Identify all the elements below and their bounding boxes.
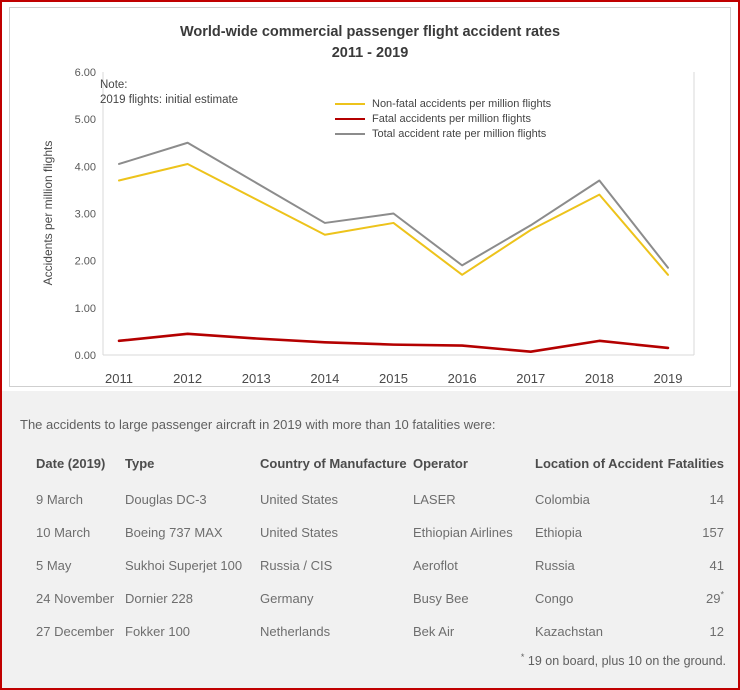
y-tick-label: 1.00 bbox=[75, 303, 96, 315]
column-header: Fatalities bbox=[667, 456, 724, 471]
chart-title-line1: World-wide commercial passenger flight a… bbox=[179, 24, 561, 40]
chart-title-line2: 2011 - 2019 bbox=[331, 45, 409, 61]
column-header: Operator bbox=[413, 456, 468, 471]
x-tick-label: 2017 bbox=[516, 371, 545, 386]
x-tick-label: 2018 bbox=[585, 371, 614, 386]
table-row: 27 December Fokker 100 Netherlands Bek Air K… bbox=[36, 615, 724, 648]
cell-date: 10 March bbox=[36, 525, 91, 540]
footnote-marker: * bbox=[720, 589, 724, 600]
cell-fatalities: 14 bbox=[709, 492, 724, 507]
y-tick-label: 0.00 bbox=[75, 350, 96, 362]
x-tick-label: 2013 bbox=[242, 371, 271, 386]
cell-location: Colombia bbox=[535, 492, 590, 507]
cell-type: Sukhoi Superjet 100 bbox=[125, 558, 243, 573]
footnote-marker: * bbox=[520, 651, 525, 662]
x-tick-label: 2015 bbox=[379, 371, 408, 386]
accident-rates-line-chart: 0.00 1.00 2.00 3.00 4.00 5.00 6.00 2011 2012 2013… bbox=[75, 67, 695, 386]
table-row: 9 March Douglas DC-3 United States LASER Col… bbox=[36, 483, 724, 516]
cell-operator: Aeroflot bbox=[413, 558, 458, 573]
cell-country: Netherlands bbox=[260, 624, 331, 639]
cell-country: Germany bbox=[260, 591, 314, 606]
table-row: 5 May Sukhoi Superjet 100 Russia / CIS Aero… bbox=[36, 549, 724, 582]
cell-date: 27 December bbox=[36, 624, 115, 639]
cell-fatalities: 41 bbox=[709, 558, 724, 573]
cell-country: Russia / CIS bbox=[260, 558, 333, 573]
chart-note: Note: 2019 flights: initial estimate bbox=[100, 78, 238, 108]
legend-swatch-icon bbox=[335, 132, 365, 135]
series-line-2 bbox=[118, 141, 669, 269]
column-header: Location of Accident bbox=[535, 456, 664, 471]
column-header: Country of Manufacture bbox=[260, 456, 407, 471]
table-row: 24 November Dornier 228 Germany Busy Bee Con… bbox=[36, 582, 724, 615]
chart-panel: World-wide commercial passenger flight a… bbox=[9, 7, 731, 387]
cell-type: Dornier 228 bbox=[125, 591, 193, 606]
cell-country: United States bbox=[260, 492, 339, 507]
y-tick-label: 5.00 bbox=[75, 114, 96, 126]
series-line-1 bbox=[117, 332, 670, 353]
cell-operator: LASER bbox=[413, 492, 456, 507]
column-header: Type bbox=[125, 456, 155, 471]
column-header: Date (2019) bbox=[36, 456, 106, 471]
legend-item: Total accident rate per million flights bbox=[335, 126, 551, 141]
y-tick-label: 2.00 bbox=[75, 256, 96, 268]
series-line-0 bbox=[118, 162, 669, 276]
chart-legend: Non-fatal accidents per million flights F… bbox=[335, 96, 551, 141]
cell-type: Boeing 737 MAX bbox=[125, 525, 223, 540]
cell-country: United States bbox=[260, 525, 339, 540]
cell-location: Congo bbox=[535, 591, 574, 606]
chart-title: World-wide commercial passenger flight a… bbox=[10, 8, 730, 64]
legend-label: Fatal accidents per million flights bbox=[372, 112, 531, 125]
x-tick-label: 2019 bbox=[654, 371, 683, 386]
table-footnote: * 19 on board, plus 10 on the ground. bbox=[20, 651, 726, 668]
chart-note-line2: 2019 flights: initial estimate bbox=[100, 94, 239, 106]
cell-location: Ethiopia bbox=[535, 525, 582, 540]
legend-label: Total accident rate per million flights bbox=[372, 127, 547, 140]
x-tick-label: 2014 bbox=[310, 371, 339, 386]
legend-item: Fatal accidents per million flights bbox=[335, 111, 551, 126]
cell-location: Russia bbox=[535, 558, 575, 573]
cell-type: Fokker 100 bbox=[125, 624, 191, 639]
accidents-table: Date (2019) Type Country of Manufacture Ope… bbox=[36, 452, 724, 648]
legend-item: Non-fatal accidents per million flights bbox=[335, 96, 551, 111]
legend-swatch-icon bbox=[335, 102, 365, 105]
cell-date: 9 March bbox=[36, 492, 83, 507]
cell-date: 5 May bbox=[36, 558, 72, 573]
cell-fatalities: 157 bbox=[702, 525, 724, 540]
cell-fatalities: 29* bbox=[706, 589, 724, 606]
cell-operator: Busy Bee bbox=[413, 591, 469, 606]
y-axis-title: Accidents per million flights bbox=[41, 140, 55, 286]
x-tick-label: 2011 bbox=[105, 371, 133, 386]
legend-label: Non-fatal accidents per million flights bbox=[372, 97, 552, 110]
cell-location: Kazachstan bbox=[535, 624, 603, 639]
chart-note-line1: Note: bbox=[100, 79, 128, 91]
cell-type: Douglas DC-3 bbox=[125, 492, 207, 507]
footnote-text: 19 on board, plus 10 on the ground. bbox=[527, 654, 726, 668]
cell-operator: Bek Air bbox=[413, 624, 455, 639]
cell-operator: Ethiopian Airlines bbox=[413, 525, 513, 540]
cell-fatalities: 12 bbox=[709, 624, 724, 639]
table-intro-text: The accidents to large passenger aircraf… bbox=[20, 417, 496, 432]
table-header-row: Date (2019) Type Country of Manufacture Ope… bbox=[36, 452, 724, 483]
y-tick-label: 6.00 bbox=[75, 67, 96, 79]
table-row: 10 March Boeing 737 MAX United States Ethio… bbox=[36, 516, 724, 549]
legend-swatch-icon bbox=[335, 117, 365, 120]
y-tick-label: 4.00 bbox=[75, 161, 96, 173]
x-tick-label: 2012 bbox=[173, 371, 202, 386]
accidents-table-section: The accidents to large passenger aircraf… bbox=[2, 391, 738, 688]
x-tick-label: 2016 bbox=[448, 371, 477, 386]
y-tick-label: 3.00 bbox=[75, 209, 96, 221]
cell-date: 24 November bbox=[36, 591, 115, 606]
